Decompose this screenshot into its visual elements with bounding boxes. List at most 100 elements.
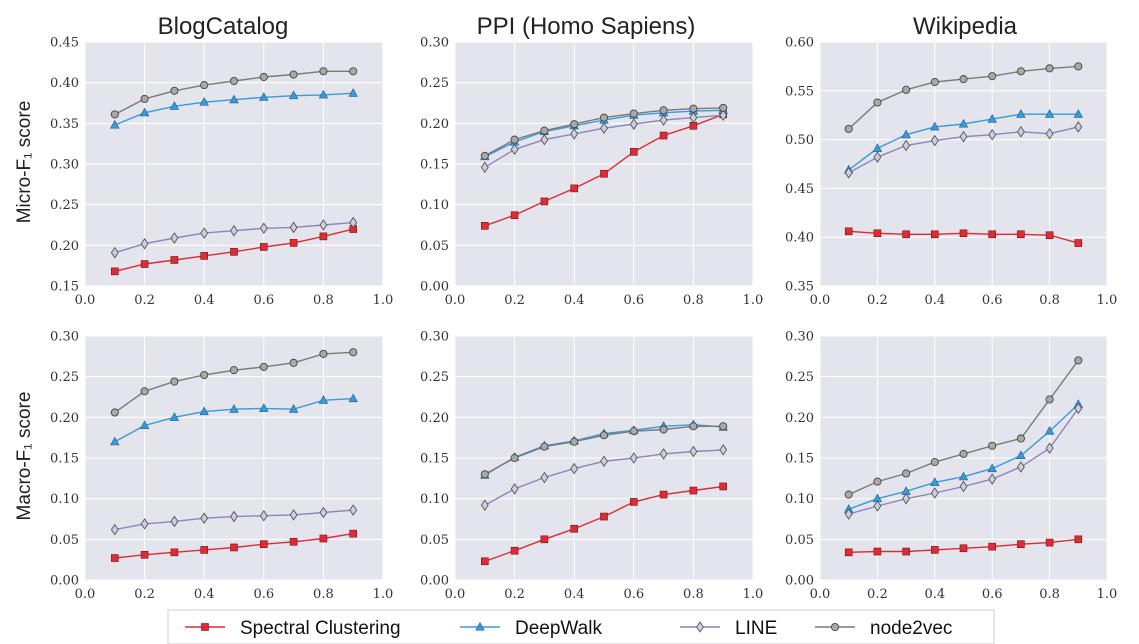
x-tick-label: 0.2 xyxy=(867,587,888,602)
data-point-line xyxy=(289,509,298,521)
legend: Spectral Clustering DeepWalk LINE node2vec xyxy=(167,609,995,644)
data-point-line xyxy=(1016,125,1025,138)
series-deepwalk xyxy=(843,109,1084,174)
data-point-deepwalk xyxy=(348,393,358,403)
data-point-line xyxy=(959,480,968,493)
x-tick-label: 1.0 xyxy=(743,587,764,602)
data-point-spectral-clustering xyxy=(873,229,882,238)
x-tick-label: 0.2 xyxy=(867,293,888,308)
data-point-node2vec xyxy=(259,362,268,371)
data-point-node2vec xyxy=(259,72,268,82)
data-point-node2vec xyxy=(570,120,579,129)
data-point-line xyxy=(319,219,328,231)
y-tick-label: 0.60 xyxy=(785,36,814,51)
y-tick-label: 0.05 xyxy=(50,533,79,548)
data-point-node2vec xyxy=(599,431,609,440)
x-tick-label: 0.4 xyxy=(194,293,215,308)
data-point-line xyxy=(930,487,939,499)
data-point-line xyxy=(629,118,638,130)
data-point-node2vec xyxy=(170,86,179,95)
x-tick-label: 0.4 xyxy=(564,293,585,308)
y-tick-label: 0.15 xyxy=(50,280,79,295)
y-tick-label: 0.05 xyxy=(420,239,449,254)
data-point-spectral-clustering xyxy=(1074,535,1083,544)
series-line xyxy=(844,402,1083,520)
y-tick-label: 0.20 xyxy=(420,411,449,426)
data-point-spectral-clustering xyxy=(170,256,179,264)
series-deepwalk xyxy=(110,393,358,446)
data-point-spectral-clustering xyxy=(902,547,910,556)
data-point-deepwalk xyxy=(987,113,997,123)
data-point-node2vec xyxy=(319,67,328,76)
data-point-line xyxy=(259,222,268,235)
x-tick-label: 0.8 xyxy=(683,293,704,308)
x-tick-label: 0.6 xyxy=(253,293,274,308)
legend-marker xyxy=(830,622,840,632)
data-point-spectral-clustering xyxy=(230,248,238,256)
data-point-line xyxy=(988,128,997,141)
data-point-line xyxy=(570,128,579,140)
data-point-spectral-clustering xyxy=(570,524,579,533)
data-point-node2vec xyxy=(200,370,209,380)
y-tick-label: 0.00 xyxy=(420,280,449,295)
data-point-node2vec xyxy=(629,109,638,118)
data-point-deepwalk xyxy=(110,119,120,129)
data-point-node2vec xyxy=(570,437,579,446)
series-node2vec xyxy=(110,348,358,417)
data-point-node2vec xyxy=(1045,395,1054,404)
data-point-spectral-clustering xyxy=(600,169,608,178)
data-point-node2vec xyxy=(1074,356,1083,365)
data-point-spectral-clustering xyxy=(930,546,939,554)
y-tick-label: 0.10 xyxy=(50,492,79,507)
y-tick-label: 0.10 xyxy=(785,492,814,507)
series-node2vec xyxy=(844,62,1083,133)
y-tick-label: 0.00 xyxy=(420,574,449,589)
data-point-spectral-clustering xyxy=(111,267,119,276)
data-point-deepwalk xyxy=(229,404,239,413)
y-tick-label: 0.30 xyxy=(50,158,79,173)
y-tick-label: 0.20 xyxy=(50,239,79,254)
data-point-node2vec xyxy=(873,477,882,486)
data-point-deepwalk xyxy=(348,88,358,97)
data-point-line xyxy=(1016,461,1025,473)
x-tick-label: 0.0 xyxy=(810,293,831,308)
data-point-spectral-clustering xyxy=(659,490,668,499)
data-point-deepwalk xyxy=(958,118,969,128)
data-point-node2vec xyxy=(719,422,728,431)
x-tick-label: 0.2 xyxy=(134,587,155,602)
data-point-line xyxy=(1045,442,1054,455)
data-point-node2vec xyxy=(719,103,728,112)
ylabel-micro-f1: Micro-F₁ score xyxy=(14,101,35,224)
data-point-line xyxy=(230,510,238,523)
legend-label: node2vec xyxy=(870,618,952,639)
data-point-deepwalk xyxy=(199,97,209,106)
data-point-spectral-clustering xyxy=(902,230,910,239)
data-point-spectral-clustering xyxy=(1045,231,1054,240)
data-point-node2vec xyxy=(629,427,638,436)
data-point-line xyxy=(289,221,298,234)
y-tick-label: 0.10 xyxy=(420,492,449,507)
data-point-spectral-clustering xyxy=(170,548,179,557)
data-point-line xyxy=(230,224,238,237)
data-point-spectral-clustering xyxy=(629,148,638,156)
series-line xyxy=(480,109,728,174)
data-point-deepwalk xyxy=(288,90,299,100)
data-point-line xyxy=(319,506,328,519)
x-tick-label: 0.2 xyxy=(504,293,525,308)
legend-label: DeepWalk xyxy=(515,618,602,639)
panel-1: 0.0 0.2 0.4 0.6 0.8 1.0 0.15 0.20 0.25 0.30 0.35 0.… xyxy=(50,36,393,309)
data-point-deepwalk xyxy=(901,129,911,139)
y-tick-label: 0.15 xyxy=(420,158,449,173)
y-tick-label: 0.05 xyxy=(420,533,449,548)
data-point-node2vec xyxy=(930,458,939,467)
x-tick-label: 1.0 xyxy=(1097,293,1118,308)
legend-item-deepwalk: DeepWalk xyxy=(460,618,602,639)
data-point-line xyxy=(689,111,698,124)
data-point-line xyxy=(140,518,149,530)
x-tick-label: 0.6 xyxy=(982,587,1003,602)
data-point-line xyxy=(200,512,209,524)
data-point-spectral-clustering xyxy=(510,211,519,220)
x-tick-label: 0.8 xyxy=(313,587,334,602)
y-tick-label: 0.20 xyxy=(420,117,449,132)
